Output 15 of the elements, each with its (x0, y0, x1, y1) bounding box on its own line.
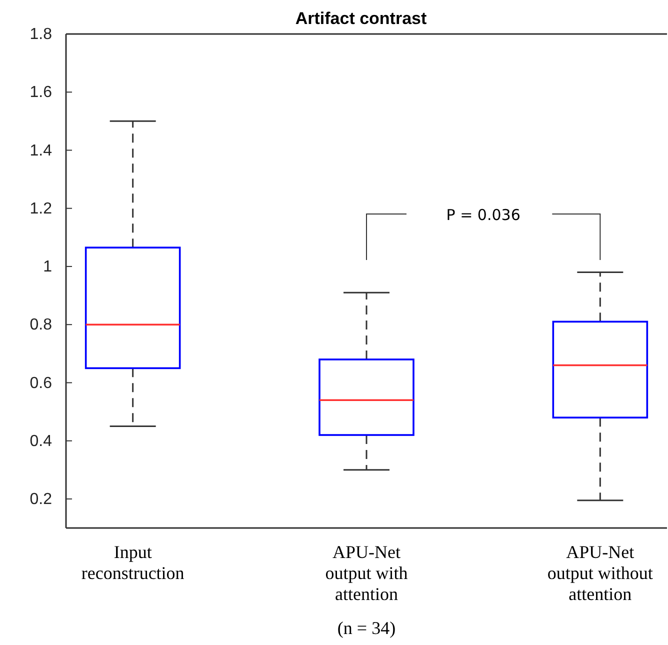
text: (n = 34) (337, 618, 396, 638)
y-tick-label: 1.4 (30, 142, 52, 160)
y-tick-label: 1.6 (30, 84, 52, 102)
y-tick-label: 1 (43, 258, 52, 276)
y-tick-label: 1.2 (30, 200, 52, 218)
y-tick-label: 1.8 (30, 26, 52, 44)
annotation: P = 0.036 (446, 206, 520, 224)
chart-title: Artifact contrast (295, 9, 427, 28)
y-tick-label: 0.6 (30, 374, 52, 392)
y-tick-label: 0.4 (30, 432, 52, 450)
x-tick-label: APU-Net output with attention (325, 542, 408, 604)
y-tick-label: 0.2 (30, 491, 52, 508)
x-tick-label: Input reconstruction (81, 542, 184, 583)
y-tick-label: 0.8 (30, 316, 52, 334)
x-tick-label: APU-Net output without attention (547, 542, 653, 604)
